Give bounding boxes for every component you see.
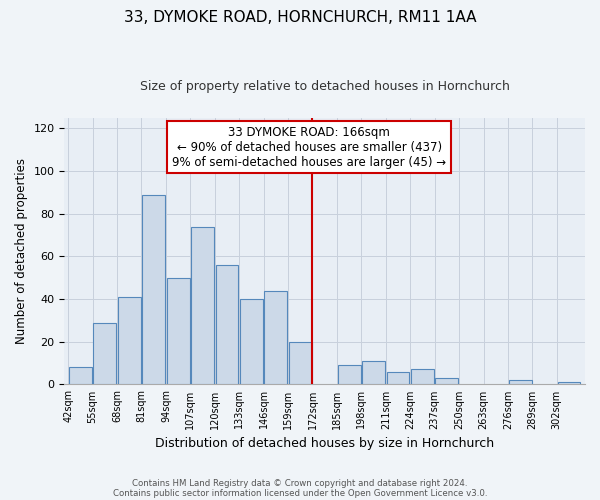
Bar	[118, 297, 141, 384]
Text: Contains HM Land Registry data © Crown copyright and database right 2024.: Contains HM Land Registry data © Crown c…	[132, 478, 468, 488]
Bar	[69, 368, 92, 384]
Text: 33 DYMOKE ROAD: 166sqm
← 90% of detached houses are smaller (437)
9% of semi-det: 33 DYMOKE ROAD: 166sqm ← 90% of detached…	[172, 126, 446, 169]
Text: Contains public sector information licensed under the Open Government Licence v3: Contains public sector information licen…	[113, 488, 487, 498]
Bar	[240, 299, 263, 384]
X-axis label: Distribution of detached houses by size in Hornchurch: Distribution of detached houses by size …	[155, 437, 494, 450]
Bar	[94, 322, 116, 384]
Bar	[167, 278, 190, 384]
Bar	[289, 342, 312, 384]
Bar	[215, 265, 238, 384]
Text: 33, DYMOKE ROAD, HORNCHURCH, RM11 1AA: 33, DYMOKE ROAD, HORNCHURCH, RM11 1AA	[124, 10, 476, 25]
Bar	[338, 365, 361, 384]
Title: Size of property relative to detached houses in Hornchurch: Size of property relative to detached ho…	[140, 80, 509, 93]
Bar	[386, 372, 409, 384]
Bar	[142, 194, 165, 384]
Bar	[436, 378, 458, 384]
Bar	[191, 226, 214, 384]
Bar	[362, 361, 385, 384]
Bar	[557, 382, 580, 384]
Bar	[265, 290, 287, 384]
Bar	[509, 380, 532, 384]
Bar	[411, 370, 434, 384]
Y-axis label: Number of detached properties: Number of detached properties	[15, 158, 28, 344]
